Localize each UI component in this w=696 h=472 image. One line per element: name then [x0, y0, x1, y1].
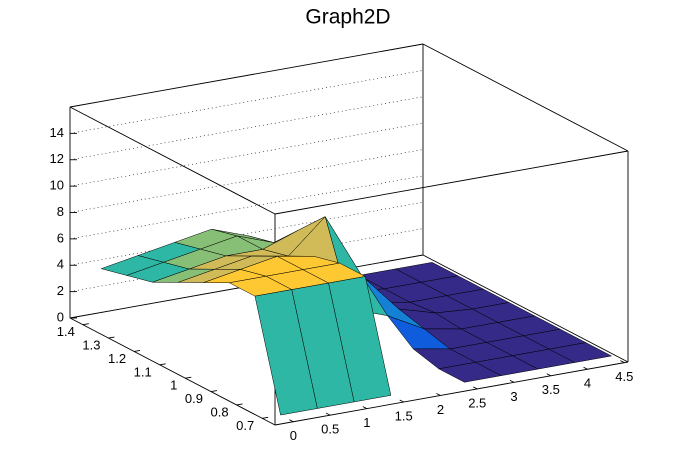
x-tick-label: 0.5: [321, 422, 339, 437]
box-edge: [69, 317, 276, 426]
z-tick-label: 12: [50, 151, 64, 166]
grid-line: [69, 70, 424, 134]
y-tick: [236, 403, 243, 406]
surface-patch: [254, 289, 318, 416]
y-tick-label: 0.9: [185, 391, 203, 406]
z-tick-label: 0: [57, 309, 64, 324]
chart-title: Graph2D: [305, 6, 390, 29]
x-tick: [289, 419, 294, 423]
y-tick: [185, 376, 192, 379]
z-tick-label: 8: [57, 204, 64, 219]
y-tick: [82, 323, 89, 326]
x-tick: [583, 366, 588, 370]
x-tick: [362, 406, 368, 409]
x-tick: [325, 412, 331, 416]
x-tick: [436, 393, 441, 396]
x-tick-label: 3: [510, 389, 517, 404]
box-edge: [422, 254, 629, 363]
grid-line: [69, 149, 424, 213]
x-tick-label: 2.5: [468, 395, 486, 410]
x-tick: [509, 379, 515, 383]
surface-patch: [438, 362, 502, 383]
y-tick: [159, 363, 166, 366]
y-tick: [133, 349, 141, 352]
y-tick: [262, 416, 269, 419]
x-tick: [399, 399, 404, 403]
z-tick-label: 6: [57, 230, 64, 245]
z-tick-label: 10: [50, 178, 64, 193]
x-tick-label: 3.5: [542, 382, 560, 397]
grid-line: [69, 122, 424, 187]
y-tick: [210, 390, 218, 393]
y-tick-label: 1: [170, 378, 177, 393]
y-tick-label: 0.8: [210, 404, 228, 419]
x-tick-label: 2: [437, 402, 444, 417]
x-tick-label: 4.5: [615, 369, 633, 384]
z-tick-label: 14: [50, 125, 64, 140]
box-edge: [274, 150, 629, 215]
x-tick-label: 4: [584, 376, 591, 391]
box-edge: [69, 106, 276, 215]
x-tick: [473, 386, 478, 390]
x-tick: [620, 360, 625, 364]
y-tick-label: 1.1: [134, 364, 152, 379]
y-tick-label: 1.3: [82, 338, 100, 353]
y-tick: [108, 336, 115, 339]
grid-line: [69, 175, 424, 240]
z-tick-label: 2: [57, 283, 64, 298]
grid-line: [69, 96, 424, 161]
x-tick-label: 0: [290, 428, 297, 443]
x-tick: [546, 373, 551, 377]
y-tick-label: 1.4: [57, 324, 75, 339]
box-edge: [69, 43, 424, 108]
y-tick-label: 1.2: [108, 351, 126, 366]
y-tick-label: 0.7: [236, 418, 254, 433]
z-tick-label: 4: [57, 257, 64, 272]
x-tick-label: 1.5: [395, 408, 413, 423]
box-edge: [422, 43, 629, 152]
box-edge: [274, 361, 629, 426]
x-tick-label: 1: [363, 415, 370, 430]
